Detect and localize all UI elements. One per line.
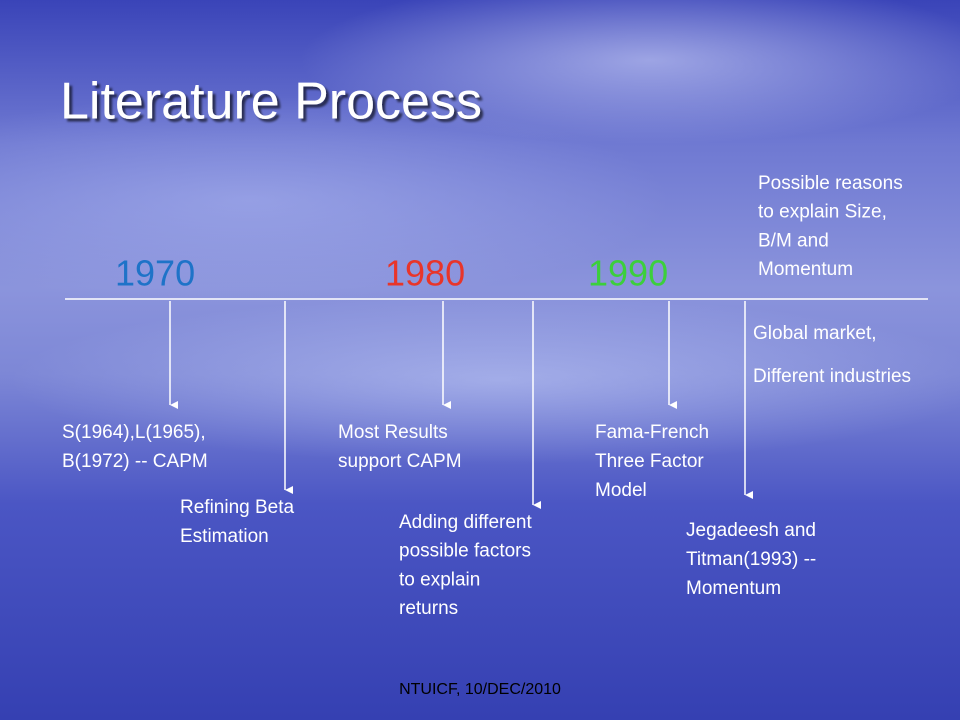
note-text: Estimation bbox=[180, 526, 269, 547]
note-text: Momentum bbox=[686, 578, 781, 599]
note-text: possible factors bbox=[399, 541, 531, 562]
note-text: Three Factor bbox=[595, 451, 704, 472]
year-label: 1970 bbox=[115, 253, 195, 294]
note-text: to explain bbox=[399, 569, 480, 590]
note-text: Refining Beta bbox=[180, 497, 295, 518]
note-text: support CAPM bbox=[338, 451, 462, 472]
title: Literature Process bbox=[60, 73, 482, 131]
note-text: Global market, bbox=[753, 323, 877, 344]
year-label: 1980 bbox=[385, 253, 465, 294]
note-text: Model bbox=[595, 480, 647, 501]
note-text: Jegadeesh and bbox=[686, 520, 816, 541]
note-text: Momentum bbox=[758, 259, 853, 280]
note-text: B/M and bbox=[758, 230, 829, 251]
note-text: Fama-French bbox=[595, 422, 709, 443]
footer: NTUICF, 10/DEC/2010 bbox=[399, 681, 561, 698]
year-label: 1990 bbox=[588, 253, 668, 294]
note-text: Possible reasons bbox=[758, 173, 903, 194]
arrows bbox=[169, 301, 753, 509]
note-text: Different industries bbox=[753, 366, 911, 387]
note-text: B(1972) -- CAPM bbox=[62, 451, 208, 472]
note-text: Adding different bbox=[399, 512, 532, 533]
note-text: Titman(1993) -- bbox=[686, 549, 816, 570]
note-text: S(1964),L(1965), bbox=[62, 422, 206, 443]
note-text: returns bbox=[399, 598, 458, 619]
note-text: Most Results bbox=[338, 422, 448, 443]
note-text: to explain Size, bbox=[758, 202, 887, 223]
